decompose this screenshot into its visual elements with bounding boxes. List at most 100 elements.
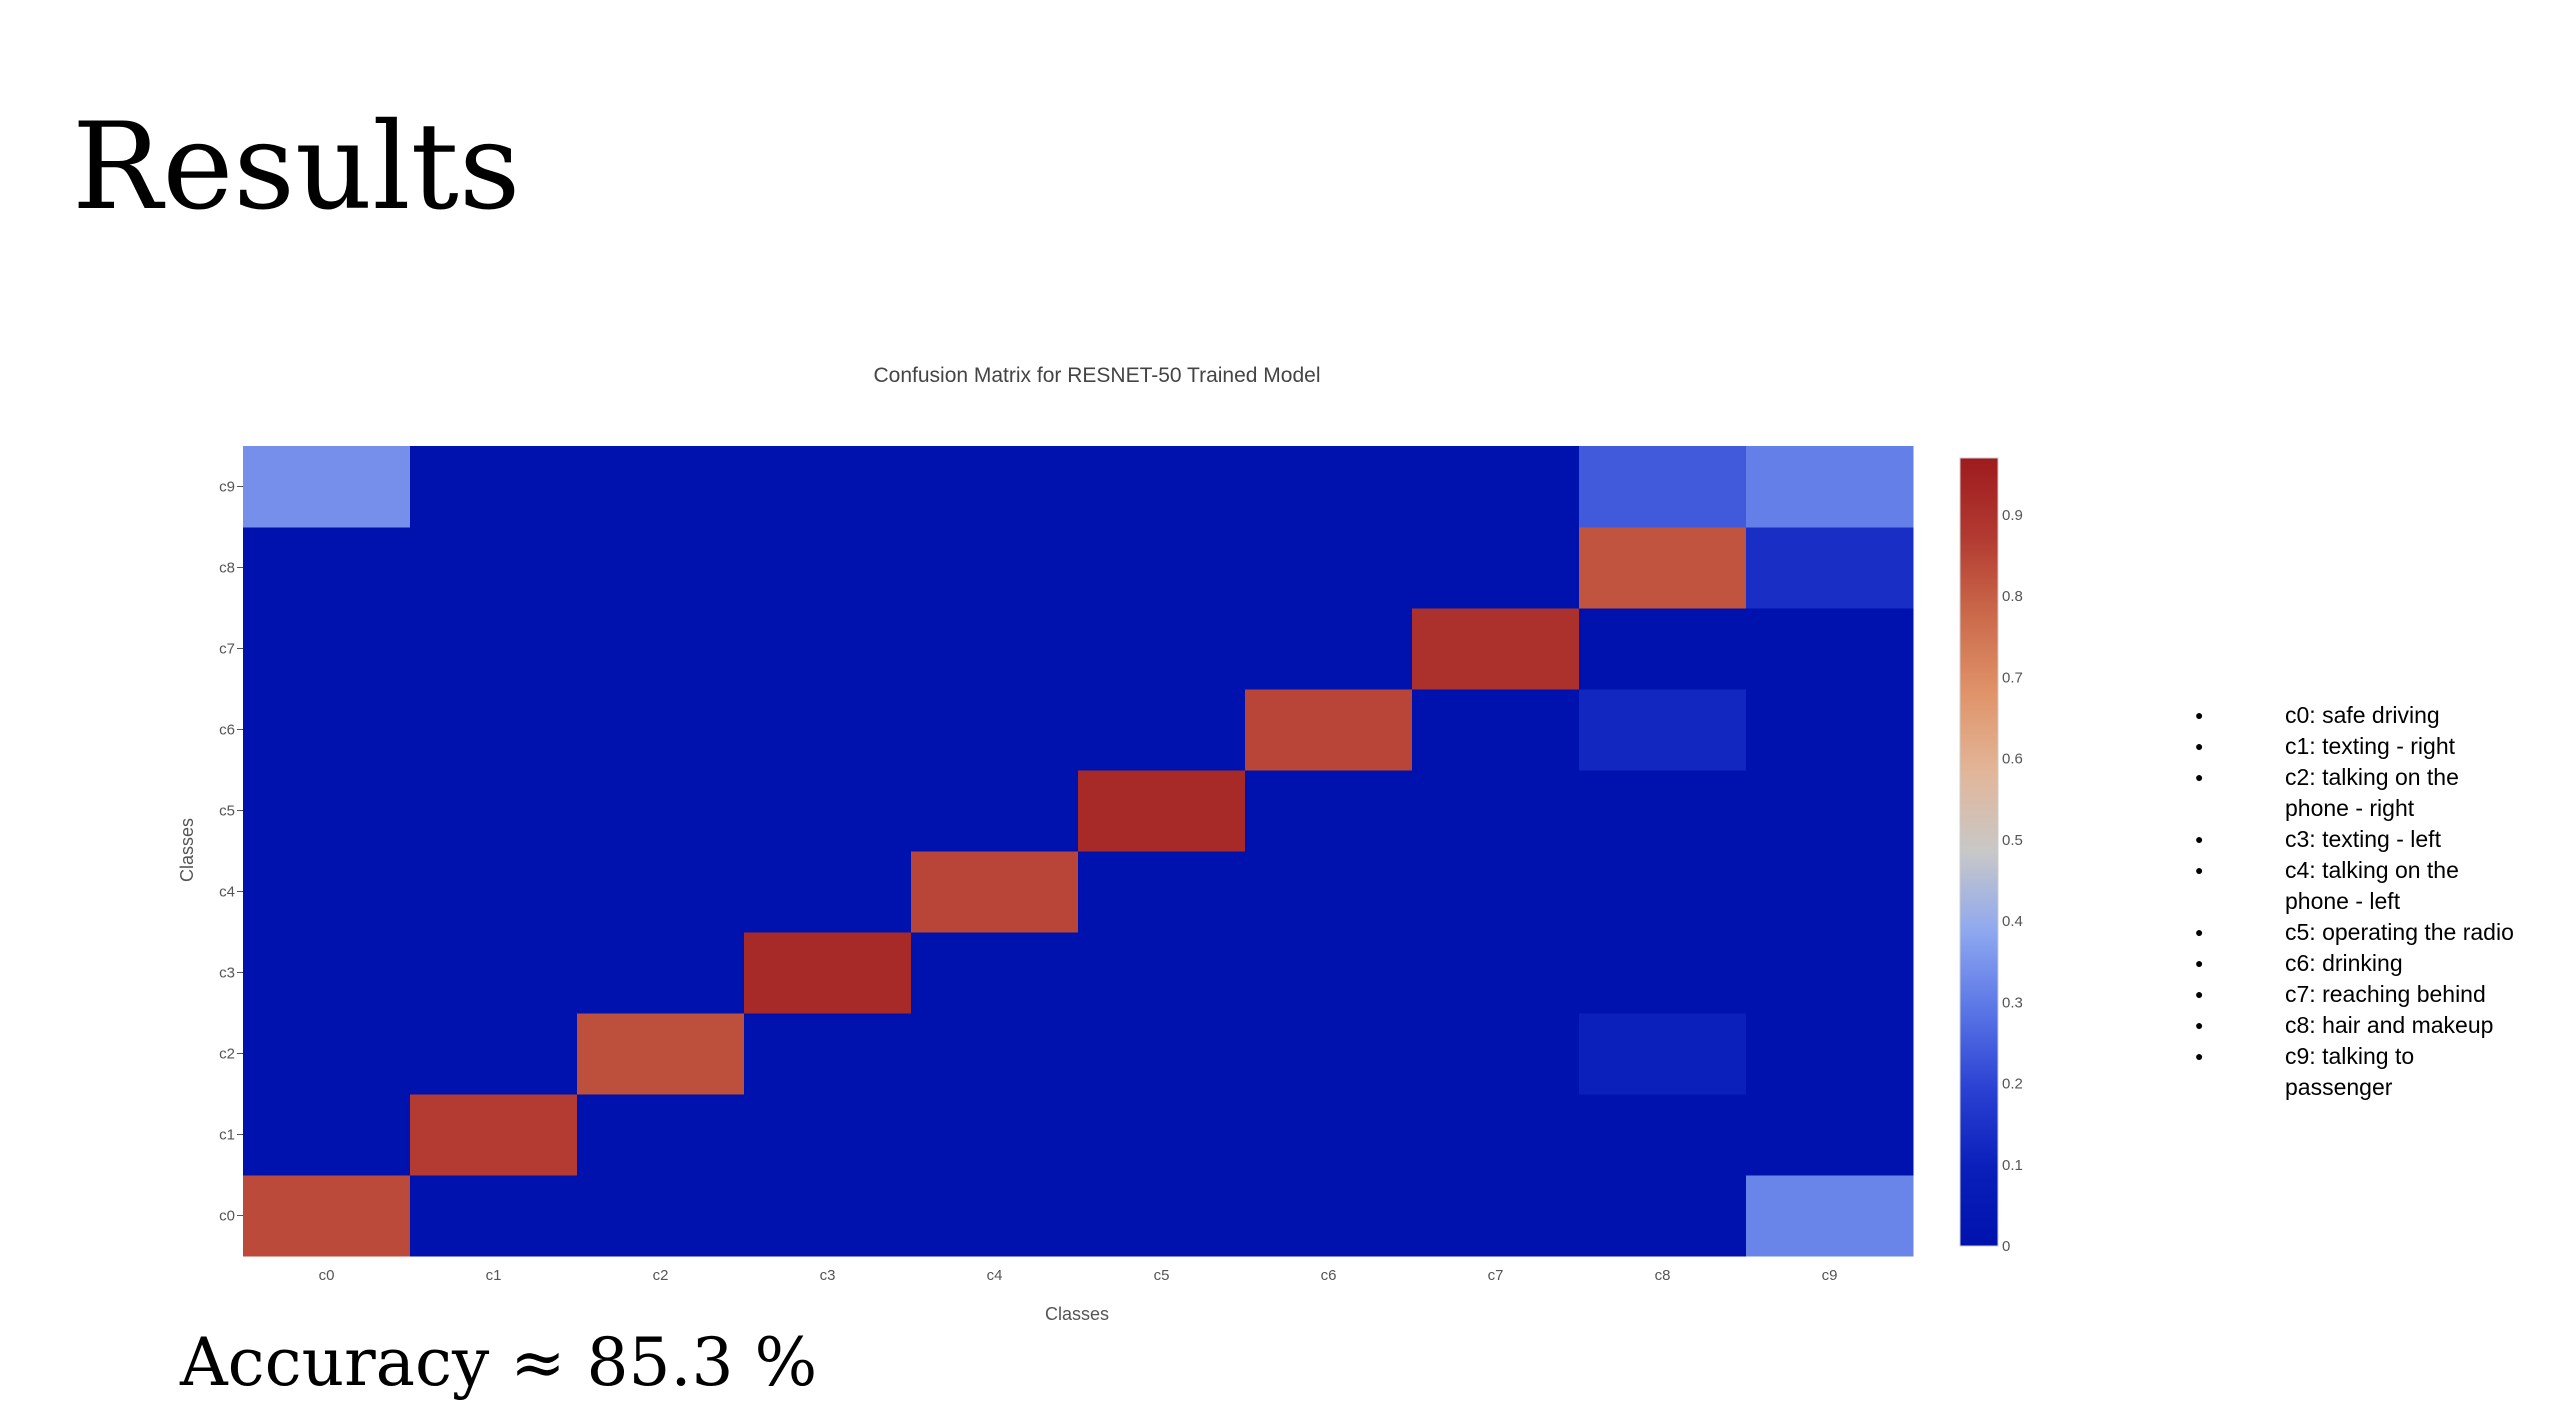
colorbar-tick-label-0: 0	[2002, 1238, 2010, 1255]
heatmap-cell-c2-c5	[1078, 1013, 1246, 1095]
heatmap-cell-c7-c1	[410, 608, 578, 690]
heatmap-cell-c2-c6	[1245, 1013, 1413, 1095]
legend-item-c1: c1: texting - right	[2195, 731, 2525, 762]
legend-item-c0: c0: safe driving	[2195, 700, 2525, 731]
x-tick-label-c2: c2	[653, 1267, 669, 1284]
heatmap-cell-c1-c2	[577, 1094, 745, 1176]
heatmap-cell-c5-c7	[1412, 770, 1580, 852]
heatmap-cell-c4-c3	[744, 851, 912, 933]
heatmap-cell-c4-c5	[1078, 851, 1246, 933]
heatmap-cell-c9-c1	[410, 446, 578, 528]
heatmap-cell-c0-c4	[911, 1175, 1079, 1257]
slide-title: Results	[72, 98, 521, 237]
heatmap-cell-c5-c9	[1746, 770, 1914, 852]
heatmap-cell-c2-c2	[577, 1013, 745, 1095]
heatmap-cell-c4-c2	[577, 851, 745, 933]
heatmap-cell-c1-c0	[243, 1094, 411, 1176]
heatmap-cell-c6-c3	[744, 689, 912, 771]
heatmap-cell-c6-c0	[243, 689, 411, 771]
heatmap-cell-c0-c1	[410, 1175, 578, 1257]
legend-item-c5: c5: operating the radio	[2195, 917, 2525, 948]
y-tick-label-c7: c7	[219, 641, 235, 658]
heatmap-cell-c7-c0	[243, 608, 411, 690]
colorbar-tick-label-2: 0.2	[2002, 1076, 2023, 1093]
heatmap-cell-c4-c7	[1412, 851, 1580, 933]
colorbar-tick-label-9: 0.9	[2002, 507, 2023, 524]
x-tick-label-c8: c8	[1655, 1267, 1671, 1284]
heatmap-cell-c0-c2	[577, 1175, 745, 1257]
heatmap-cell-c2-c0	[243, 1013, 411, 1095]
y-tick-label-c0: c0	[219, 1208, 235, 1225]
x-tick-label-c5: c5	[1154, 1267, 1170, 1284]
heatmap-cell-c6-c5	[1078, 689, 1246, 771]
heatmap-cell-c3-c9	[1746, 932, 1914, 1014]
heatmap-cell-c8-c3	[744, 527, 912, 609]
legend-item-c4: c4: talking on the phone - left	[2195, 855, 2525, 917]
colorbar-tick-label-8: 0.8	[2002, 588, 2023, 605]
colorbar	[1959, 457, 1999, 1247]
heatmap-cell-c3-c5	[1078, 932, 1246, 1014]
heatmap-cell-c9-c9	[1746, 446, 1914, 528]
heatmap-cell-c0-c6	[1245, 1175, 1413, 1257]
heatmap-cell-c5-c6	[1245, 770, 1413, 852]
heatmap-cell-c4-c1	[410, 851, 578, 933]
heatmap-cell-c4-c9	[1746, 851, 1914, 933]
x-tick-label-c0: c0	[319, 1267, 335, 1284]
heatmap-cell-c9-c0	[243, 446, 411, 528]
heatmap-cell-c1-c6	[1245, 1094, 1413, 1176]
y-tick-label-c3: c3	[219, 965, 235, 982]
heatmap-cell-c0-c5	[1078, 1175, 1246, 1257]
y-tick-label-c4: c4	[219, 884, 235, 901]
heatmap-cell-c9-c2	[577, 446, 745, 528]
heatmap-cell-c1-c4	[911, 1094, 1079, 1176]
heatmap-cell-c3-c0	[243, 932, 411, 1014]
heatmap-cell-c3-c3	[744, 932, 912, 1014]
heatmap-cell-c2-c4	[911, 1013, 1079, 1095]
y-tick-label-c8: c8	[219, 560, 235, 577]
y-tick-label-c2: c2	[219, 1046, 235, 1063]
heatmap-cell-c7-c4	[911, 608, 1079, 690]
x-axis-label: Classes	[1045, 1304, 1109, 1324]
heatmap-cell-c1-c3	[744, 1094, 912, 1176]
heatmap-cell-c7-c7	[1412, 608, 1580, 690]
heatmap-cell-c5-c5	[1078, 770, 1246, 852]
chart-title: Confusion Matrix for RESNET-50 Trained M…	[873, 364, 1320, 387]
heatmap-cell-c9-c6	[1245, 446, 1413, 528]
heatmap-cell-c5-c8	[1579, 770, 1747, 852]
legend-item-c3: c3: texting - left	[2195, 824, 2525, 855]
legend-item-c2: c2: talking on the phone - right	[2195, 762, 2525, 824]
heatmap-cell-c8-c4	[911, 527, 1079, 609]
x-tick-label-c9: c9	[1822, 1267, 1838, 1284]
heatmap-cell-c8-c1	[410, 527, 578, 609]
heatmap-cells	[243, 446, 1914, 1257]
heatmap-cell-c8-c6	[1245, 527, 1413, 609]
y-axis-label: Classes	[177, 818, 197, 882]
heatmap-cell-c3-c6	[1245, 932, 1413, 1014]
legend-item-c6: c6: drinking	[2195, 948, 2525, 979]
legend-item-c7: c7: reaching behind	[2195, 979, 2525, 1010]
heatmap-cell-c9-c4	[911, 446, 1079, 528]
y-tick-label-c5: c5	[219, 803, 235, 820]
heatmap-cell-c8-c7	[1412, 527, 1580, 609]
heatmap-cell-c8-c9	[1746, 527, 1914, 609]
x-tick-label-c3: c3	[820, 1267, 836, 1284]
heatmap-cell-c1-c7	[1412, 1094, 1580, 1176]
accuracy-text: Accuracy ≈ 85.3 %	[180, 1324, 818, 1401]
y-axis-ticks: c0 c1 c2 c3 c4 c5 c6 c7 c8 c9	[219, 479, 243, 1225]
x-tick-label-c4: c4	[987, 1267, 1003, 1284]
heatmap-cell-c6-c9	[1746, 689, 1914, 771]
legend-item-c9: c9: talking to passenger	[2195, 1041, 2525, 1103]
heatmap-cell-c9-c5	[1078, 446, 1246, 528]
heatmap-cell-c0-c8	[1579, 1175, 1747, 1257]
heatmap-cell-c1-c8	[1579, 1094, 1747, 1176]
heatmap-cell-c3-c7	[1412, 932, 1580, 1014]
heatmap-cell-c6-c7	[1412, 689, 1580, 771]
heatmap-cell-c3-c1	[410, 932, 578, 1014]
heatmap-cell-c0-c7	[1412, 1175, 1580, 1257]
colorbar-tick-label-5: 0.5	[2002, 832, 2023, 849]
heatmap-cell-c4-c0	[243, 851, 411, 933]
heatmap-cell-c0-c3	[744, 1175, 912, 1257]
heatmap-cell-c7-c8	[1579, 608, 1747, 690]
x-tick-label-c7: c7	[1488, 1267, 1504, 1284]
